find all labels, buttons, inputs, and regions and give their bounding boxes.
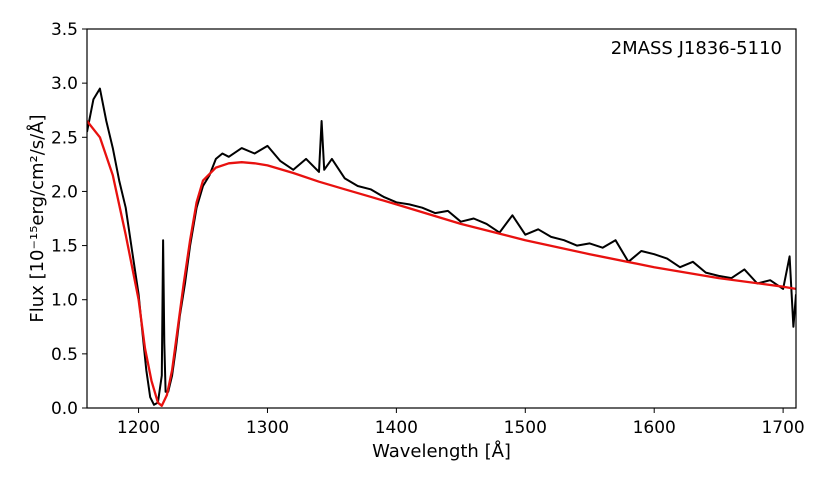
series-layer xyxy=(87,87,796,407)
x-tick-label: 1400 xyxy=(375,418,418,438)
x-axis-label: Wavelength [Å] xyxy=(372,440,511,462)
x-tick-label: 1500 xyxy=(504,418,547,438)
y-tick-label: 2.5 xyxy=(51,128,78,148)
y-tick-label: 0.0 xyxy=(51,399,78,419)
y-axis-ticks: 0.0 0.5 1.0 1.5 2.0 2.5 3.0 3.5 xyxy=(51,20,87,419)
y-tick-label: 3.5 xyxy=(51,20,78,40)
y-tick-label: 3.0 xyxy=(51,74,78,94)
x-tick-label: 1600 xyxy=(633,418,676,438)
x-axis-ticks: 1200 1300 1400 1500 1600 1700 xyxy=(117,408,805,438)
x-tick-label: 1200 xyxy=(117,418,160,438)
x-tick-label: 1700 xyxy=(761,418,804,438)
series-line-model-fit xyxy=(87,120,796,407)
object-annotation: 2MASS J1836-5110 xyxy=(611,38,782,59)
x-tick-label: 1300 xyxy=(246,418,289,438)
y-axis-label: Flux [10⁻¹⁵erg/cm²/s/Å] xyxy=(26,114,48,322)
plot-frame xyxy=(86,28,797,409)
y-tick-label: 0.5 xyxy=(51,345,78,365)
y-tick-label: 1.5 xyxy=(51,237,78,257)
y-tick-label: 2.0 xyxy=(51,182,78,202)
y-tick-label: 1.0 xyxy=(51,291,78,311)
